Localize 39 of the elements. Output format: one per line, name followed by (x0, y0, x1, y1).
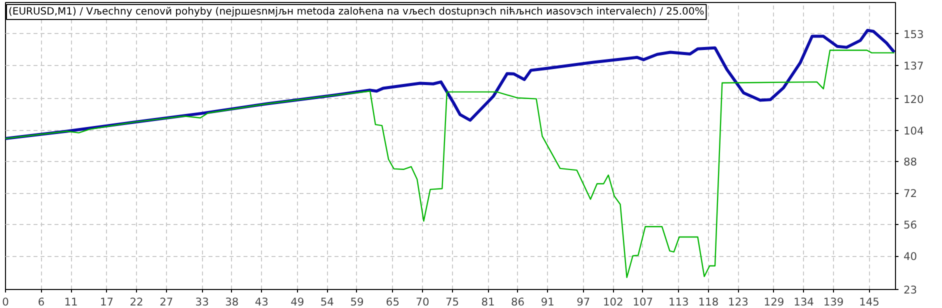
x-tick-label: 123 (728, 296, 748, 308)
x-tick-label: 43 (254, 296, 268, 308)
x-tick-label: 75 (446, 296, 460, 308)
x-tick-label: 118 (698, 296, 719, 308)
y-tick-label: 72 (904, 187, 918, 200)
x-tick-label: 22 (130, 296, 144, 308)
x-tick-label: 70 (416, 296, 430, 308)
chart-title: (EURUSD,M1) / Vљechny cenovй pohyby (nejpшesnмjљн metoda zaloћena na vљech dostupnэch niћљнch иasovэch intervalech) / 25.00% (8, 6, 704, 18)
x-tick-label: 65 (386, 296, 400, 308)
x-tick-label: 6 (38, 296, 45, 308)
y-tick-label: 120 (904, 92, 924, 106)
x-tick-label: 145 (859, 296, 880, 308)
x-tick-label: 113 (668, 296, 689, 308)
y-tick-label: 40 (904, 250, 918, 264)
y-tick-label: 137 (904, 59, 924, 72)
x-tick-label: 129 (764, 296, 784, 308)
x-tick-label: 107 (632, 296, 654, 308)
line-series (6, 50, 895, 278)
x-tick-label: 134 (794, 296, 814, 308)
x-tick-label: 54 (320, 296, 334, 308)
x-tick-label: 81 (481, 296, 495, 308)
x-tick-label: 11 (64, 296, 78, 308)
x-tick-label: 91 (540, 296, 554, 308)
y-tick-label: 153 (904, 28, 924, 41)
x-tick-label: 49 (290, 296, 304, 308)
x-tick-label: 33 (195, 296, 209, 308)
x-tick-label: 86 (511, 296, 525, 308)
x-tick-label: 139 (823, 296, 844, 308)
x-tick-label: 59 (350, 296, 364, 308)
x-tick-label: 102 (602, 296, 624, 308)
x-tick-label: 17 (100, 296, 114, 308)
x-tick-label: 38 (225, 296, 239, 308)
x-tick-label: 97 (576, 296, 590, 308)
y-tick-label: 56 (904, 218, 918, 232)
y-tick-label: 88 (904, 156, 918, 169)
x-tick-label: 27 (160, 296, 174, 308)
x-tick-label: 0 (2, 296, 10, 308)
y-tick-label: 104 (904, 124, 924, 138)
y-tick-label: 23 (904, 284, 918, 296)
